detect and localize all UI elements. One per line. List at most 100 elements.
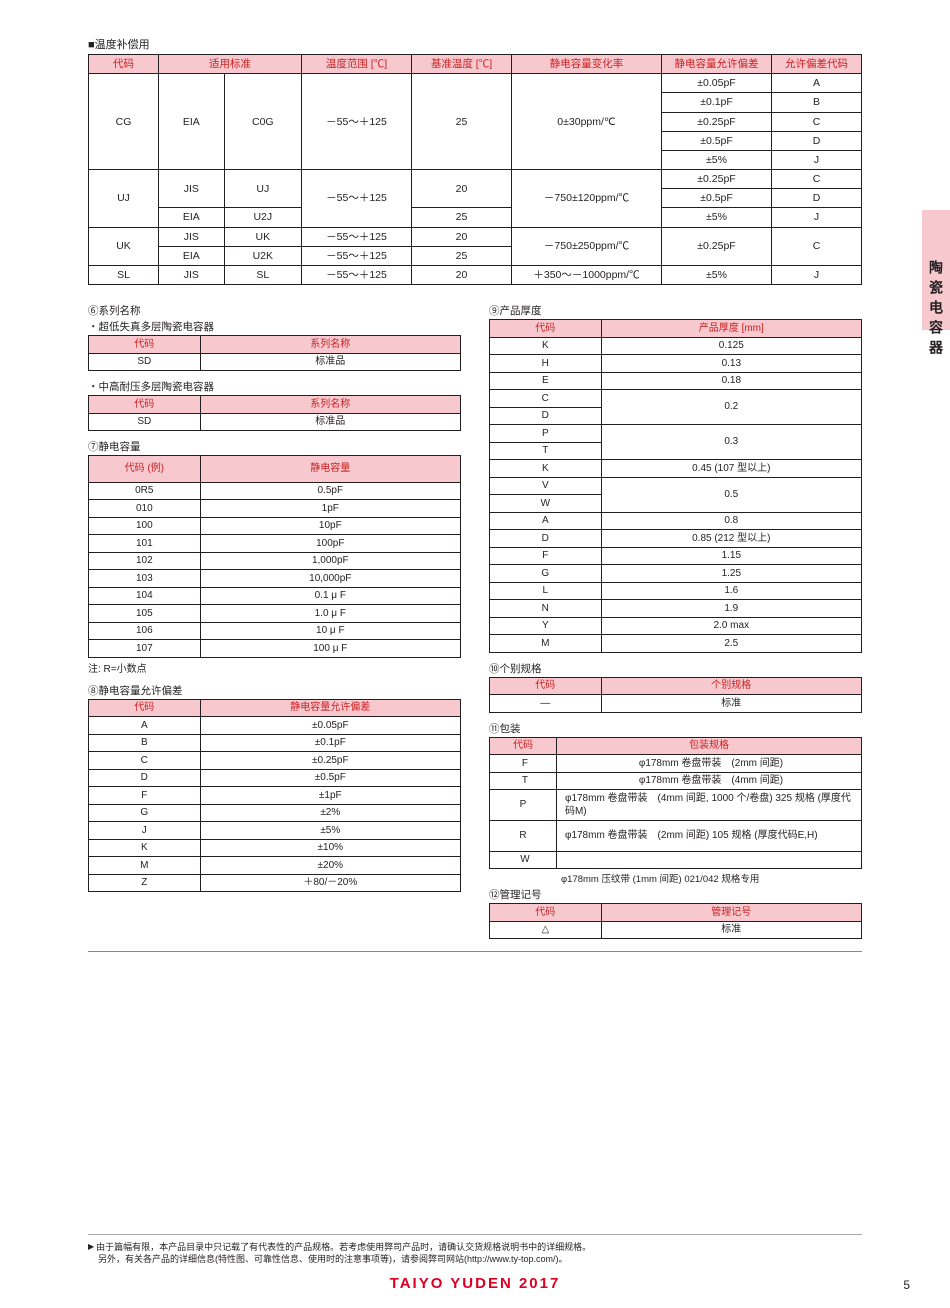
sec10-h1: 个别规格 [601, 677, 861, 695]
uj-cls-2: U2J [224, 208, 301, 227]
sl-range: －55～＋125 [302, 265, 412, 284]
cell: ±0.1pF [200, 734, 460, 752]
uj-tc-0: C [772, 170, 862, 189]
sec7-h0: 代码 (例) [89, 456, 201, 483]
cell: 0.85 (212 型以上) [601, 530, 861, 548]
cell: 2.0 max [601, 617, 861, 635]
sec8-title: ⑧静电容量允许偏差 [88, 683, 461, 698]
sec10-h0: 代码 [490, 677, 602, 695]
cell: C [490, 390, 602, 408]
uj-tol-0: ±0.25pF [662, 170, 772, 189]
cell: 102 [89, 552, 201, 570]
cell: G [490, 565, 602, 583]
cell: Z [89, 874, 201, 892]
cell: K [490, 460, 602, 478]
cell: 100pF [200, 535, 460, 553]
brand-footer: TAIYO YUDEN 2017 [0, 1275, 950, 1292]
uk-range-1: －55～＋125 [302, 246, 412, 265]
uj-base-2: 25 [412, 208, 512, 227]
cell: W [490, 851, 557, 869]
triangle-icon: ▶ [88, 1242, 94, 1251]
cell: 103 [89, 570, 201, 588]
sec9-h1: 产品厚度 [mm] [601, 320, 861, 338]
cell: Y [490, 617, 602, 635]
sec8-h0: 代码 [89, 699, 201, 717]
sl-std: JIS [159, 265, 225, 284]
uk-base-1: 25 [412, 246, 512, 265]
cg-base: 25 [412, 74, 512, 170]
sl-base: 20 [412, 265, 512, 284]
cell: A [89, 717, 201, 735]
uj-code: UJ [89, 170, 159, 228]
uk-std-0: JIS [159, 227, 225, 246]
cell: 101 [89, 535, 201, 553]
side-category-label: 陶瓷电容器 [926, 260, 946, 360]
divider [88, 951, 862, 952]
cell: D [490, 530, 602, 548]
sec6b-title: ・中高耐压多层陶瓷电容器 [88, 379, 461, 394]
cell: 1.25 [601, 565, 861, 583]
cg-tc-1: B [772, 93, 862, 112]
sec7-title: ⑦静电容量 [88, 439, 461, 454]
sec6b-r1: 标准品 [200, 413, 460, 431]
cell: N [490, 600, 602, 618]
cell: 100 [89, 517, 201, 535]
sl-tc: J [772, 265, 862, 284]
footer-notes: ▶由于篇幅有限，本产品目录中只记载了有代表性的产品规格。若考虑使用弊司产品时，请… [88, 1241, 862, 1266]
uj-tc-2: J [772, 208, 862, 227]
sec6b-r0: SD [89, 413, 201, 431]
cg-tc-3: D [772, 131, 862, 150]
uj-tc-1: D [772, 189, 862, 208]
cell: 105 [89, 605, 201, 623]
sec9-table: 代码产品厚度 [mm] K0.125 H0.13 E0.18 C0.2 D P0… [489, 319, 862, 653]
uj-base-0: 20 [412, 170, 512, 208]
cell: φ178mm 卷盘带装 (4mm 间距, 1000 个/卷盘) 325 规格 (… [556, 790, 861, 821]
cell: P [490, 790, 557, 821]
cg-tol-1: ±0.1pF [662, 93, 772, 112]
cell: T [490, 442, 602, 460]
cell: ＋80/－20% [200, 874, 460, 892]
cell: F [490, 547, 602, 565]
uj-tol-2: ±5% [662, 208, 772, 227]
page-number: 5 [903, 1278, 910, 1292]
cell: H [490, 355, 602, 373]
footer-rule [88, 1234, 862, 1235]
cell: 1.15 [601, 547, 861, 565]
uk-base-0: 20 [412, 227, 512, 246]
footer: ▶由于篇幅有限，本产品目录中只记载了有代表性的产品规格。若考虑使用弊司产品时，请… [88, 1228, 862, 1266]
cell: 10,000pF [200, 570, 460, 588]
cg-rate: 0±30ppm/℃ [512, 74, 662, 170]
cell: K [89, 839, 201, 857]
cell: E [490, 372, 602, 390]
cg-tol-0: ±0.05pF [662, 74, 772, 93]
th-std: 适用标准 [159, 55, 302, 74]
cell [556, 851, 861, 869]
sec11-h1: 包装规格 [556, 737, 861, 755]
cell: 2.5 [601, 635, 861, 653]
sec12-h0: 代码 [490, 904, 602, 922]
cg-tc-0: A [772, 74, 862, 93]
cell: B [89, 734, 201, 752]
sec9-h0: 代码 [490, 320, 602, 338]
sec6a-h1: 系列名称 [200, 336, 460, 354]
sec7-h1: 静电容量 [200, 456, 460, 483]
left-column: ⑥系列名称 ・超低失真多层陶瓷电容器 代码系列名称 SD标准品 ・中高耐压多层陶… [88, 295, 461, 939]
cell: 0R5 [89, 482, 201, 500]
cell: ±0.25pF [200, 752, 460, 770]
uj-tol-1: ±0.5pF [662, 189, 772, 208]
cg-code: CG [89, 74, 159, 170]
sec10-table: 代码个别规格 —标准 [489, 677, 862, 713]
cell: 107 [89, 640, 201, 658]
sec6b-table: 代码系列名称 SD标准品 [88, 395, 461, 431]
cell: 100 μ F [200, 640, 460, 658]
cg-tol-2: ±0.25pF [662, 112, 772, 131]
page-content: ■温度补偿用 代码 适用标准 温度范围 [℃] 基准温度 [℃] 静电容量变化率… [0, 0, 950, 952]
th-tol: 静电容量允许偏差 [662, 55, 772, 74]
sec9-title: ⑨产品厚度 [489, 303, 862, 318]
footer-line-1: 由于篇幅有限，本产品目录中只记载了有代表性的产品规格。若考虑使用弊司产品时，请确… [96, 1242, 591, 1252]
th-rate: 静电容量变化率 [512, 55, 662, 74]
uk-std-1: EIA [159, 246, 225, 265]
cell: 010 [89, 500, 201, 518]
sec10-title: ⑩个别规格 [489, 661, 862, 676]
cell: ±20% [200, 857, 460, 875]
